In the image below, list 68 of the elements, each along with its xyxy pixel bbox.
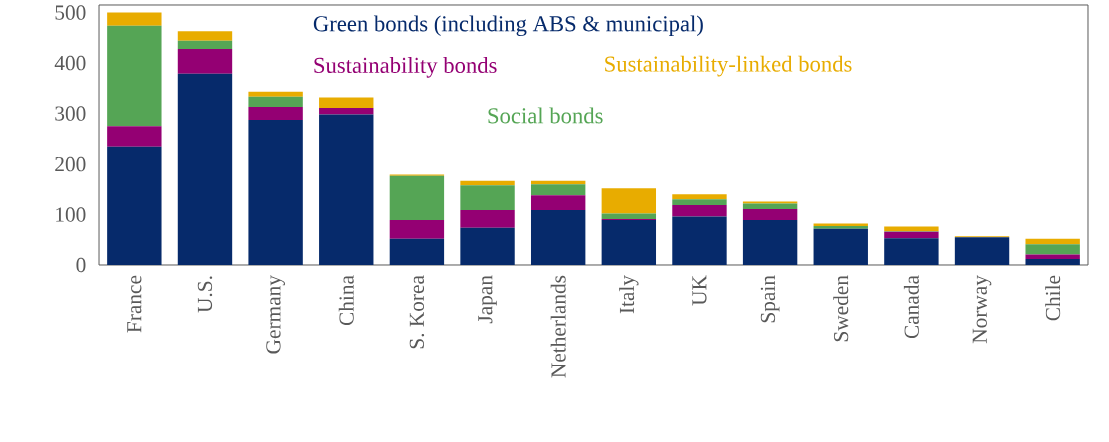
- x-tick-label: Spain: [760, 275, 780, 323]
- bar: [460, 227, 515, 265]
- x-tick-label: S. Korea: [409, 275, 425, 349]
- bar: [672, 194, 727, 200]
- bar: [742, 208, 798, 221]
- bar: [107, 25, 162, 127]
- y-tick-label: 500: [55, 5, 86, 20]
- bar: [954, 237, 1010, 265]
- bar: [530, 209, 586, 265]
- x-tick-label: Canada: [903, 275, 919, 339]
- bar: [319, 107, 374, 115]
- bar: [319, 97, 374, 108]
- bar: [530, 195, 586, 210]
- text: Social bonds: [488, 107, 603, 124]
- y-tick-label: 100: [56, 207, 86, 222]
- bar: [248, 91, 303, 97]
- x-tick-label: Italy: [619, 275, 639, 314]
- y-tick-label: 400: [54, 55, 86, 71]
- bar: [672, 204, 727, 217]
- bar: [884, 238, 939, 265]
- bar: [1025, 244, 1080, 255]
- bar: [177, 73, 233, 265]
- bar: [601, 188, 657, 214]
- bar: [177, 48, 233, 74]
- bar: [884, 226, 939, 232]
- bar: [248, 120, 303, 265]
- bar: [248, 96, 303, 107]
- x-tick-label: Norway: [972, 275, 992, 344]
- bar: [1025, 254, 1080, 259]
- bar: [742, 220, 798, 265]
- bar: [742, 203, 798, 209]
- bar: [601, 220, 657, 265]
- series-label: Sustainability bonds: [314, 57, 497, 78]
- text: Green bonds (including ABS & municipal): [313, 15, 703, 37]
- bar: [177, 40, 233, 49]
- x-tick-label: Chile: [1045, 275, 1061, 321]
- bar: [813, 228, 868, 265]
- bar: [1025, 238, 1080, 245]
- bar: [389, 175, 445, 221]
- bar: [107, 12, 162, 26]
- bar: [107, 126, 162, 147]
- y-tick-label: 200: [55, 156, 86, 172]
- x-tick-label: UK: [692, 275, 707, 306]
- bar: [672, 199, 727, 205]
- bar: [1025, 258, 1080, 265]
- bar: [884, 231, 939, 239]
- x-tick-label: France: [127, 275, 142, 333]
- bar: [248, 106, 303, 121]
- bar: [460, 209, 515, 228]
- y-tick-label: 0: [76, 257, 86, 273]
- bar: [460, 185, 515, 210]
- x-tick-label: Sweden: [833, 275, 849, 342]
- x-tick-label: Japan: [478, 275, 497, 324]
- bar: [389, 220, 445, 239]
- bar: [319, 114, 374, 265]
- bar: [601, 213, 657, 220]
- x-tick-label: Netherlands: [550, 275, 566, 378]
- bar: [177, 31, 233, 41]
- bar: [389, 238, 445, 265]
- bar: [672, 216, 727, 265]
- x-tick-label: China: [338, 275, 354, 326]
- x-tick-label: Germany: [266, 275, 285, 354]
- text: Sustainability-linked bonds: [605, 55, 852, 77]
- bar: [530, 184, 586, 196]
- bar: [107, 146, 162, 265]
- y-tick-label: 300: [55, 106, 86, 121]
- x-tick-label: U.S.: [197, 276, 213, 313]
- bar: [742, 201, 798, 204]
